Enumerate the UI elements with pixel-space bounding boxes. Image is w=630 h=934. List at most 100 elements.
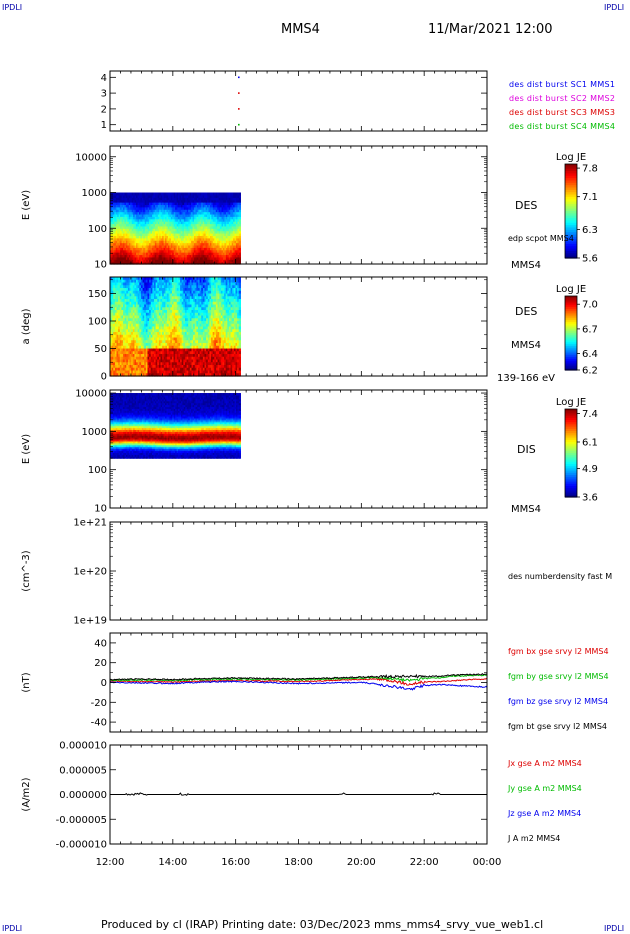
des-energy-cell [156,206,159,210]
des-energy-cell [205,261,208,265]
des-pitch-cell [131,348,134,352]
des-energy-cell [183,233,186,237]
des-pitch-cell [136,282,139,286]
des-pitch-cell [173,304,176,308]
des-energy-ylabel: E (eV) [21,190,32,220]
des-energy-cell [194,240,197,244]
des-energy-cell [237,240,240,244]
des-energy-cell [237,199,240,203]
des-pitch-cell [149,354,152,358]
des-energy-cell [230,237,233,241]
des-energy-cell [112,237,115,241]
des-energy-cell [220,230,223,234]
des-pitch-cell [150,326,153,330]
des-pitch-cell [110,329,113,333]
des-energy-cell [185,202,188,206]
des-pitch-cell [175,282,178,286]
des-pitch-cell [154,282,157,286]
des-energy-cell [153,259,156,263]
des-pitch-cell [140,299,144,303]
des-energy-cell [149,237,152,241]
des-energy-cell [131,247,134,251]
des-pitch-cell [157,323,160,328]
des-energy-cell [202,237,205,241]
des-energy-cell [196,244,199,248]
des-energy-cell [143,211,146,215]
des-energy-cell [224,228,227,232]
des-energy-cell [228,254,231,258]
des-pitch-cell [136,365,139,369]
des-pitch-cell [116,351,119,355]
des-pitch-cell [144,367,147,372]
des-pitch-cell [180,343,183,347]
des-energy-cell [180,256,184,260]
des-energy-cell [176,211,179,215]
des-energy-cell [152,242,155,246]
des-energy-cell [194,261,197,265]
des-pitch-cell [157,348,160,352]
des-energy-cell [166,221,169,225]
des-pitch-cell [111,348,114,352]
des-energy-cell [183,194,186,198]
des-energy-cell [211,211,214,215]
des-energy-cell [115,211,118,215]
des-pitch-cell [113,282,116,286]
des-pitch-cell [114,359,118,363]
des-pitch-cell [137,359,140,363]
des-pitch-cell [149,279,152,284]
des-energy-cell [136,216,139,220]
des-pitch-cell [171,367,175,372]
des-energy-cell [227,218,230,222]
des-energy-cell [138,244,142,248]
des-pitch-cell [186,356,189,361]
des-energy-cell [202,254,205,258]
des-energy-cell [115,206,118,210]
des-pitch-cell [150,348,153,352]
des-energy-cell [207,259,210,263]
des-energy-cell [134,244,137,248]
des-pitch-cell [180,362,183,366]
des-energy-cell [144,240,147,244]
des-energy-cell [180,223,184,227]
des-pitch-cell [184,282,188,286]
des-pitch-cell [152,367,155,372]
des-energy-cell [167,197,170,201]
des-energy-cell [137,211,140,215]
des-energy-cell [189,240,192,244]
des-energy-cell [138,204,142,208]
des-pitch-cell [116,301,119,306]
des-energy-cell [191,216,194,220]
des-energy-cell [237,256,240,260]
des-pitch-cell [118,312,121,317]
des-energy-cell [215,204,218,208]
des-pitch-cell [147,362,150,366]
des-energy-cell [224,223,227,227]
des-energy-cell [237,194,240,198]
des-energy-cell [202,225,205,229]
des-energy-cell [123,199,126,203]
des-energy-cell [136,233,139,237]
des-pitch-cell [123,296,126,300]
des-energy-cell [220,254,223,258]
des-pitch-cell [110,299,113,303]
des-energy-cell [169,213,172,217]
des-energy-cell [185,244,188,248]
des-energy-cell [196,242,199,246]
des-pitch-cell [123,337,126,341]
des-pitch-cell [113,334,116,339]
des-energy-cell [141,259,144,263]
des-pitch-cell [186,277,189,281]
des-pitch-cell [126,343,129,347]
des-energy-cell [118,233,121,237]
des-pitch-cell [127,299,131,303]
des-pitch-cell [154,301,157,306]
des-energy-cell [154,223,157,227]
des-energy-cell [169,233,172,237]
des-energy-cell [118,249,121,253]
des-energy-cell [121,204,124,208]
des-pitch-cell [139,277,142,281]
des-energy-cell [221,194,224,198]
des-energy-cell [195,211,198,215]
des-energy-cell [144,213,147,217]
des-energy-cell [159,223,162,227]
